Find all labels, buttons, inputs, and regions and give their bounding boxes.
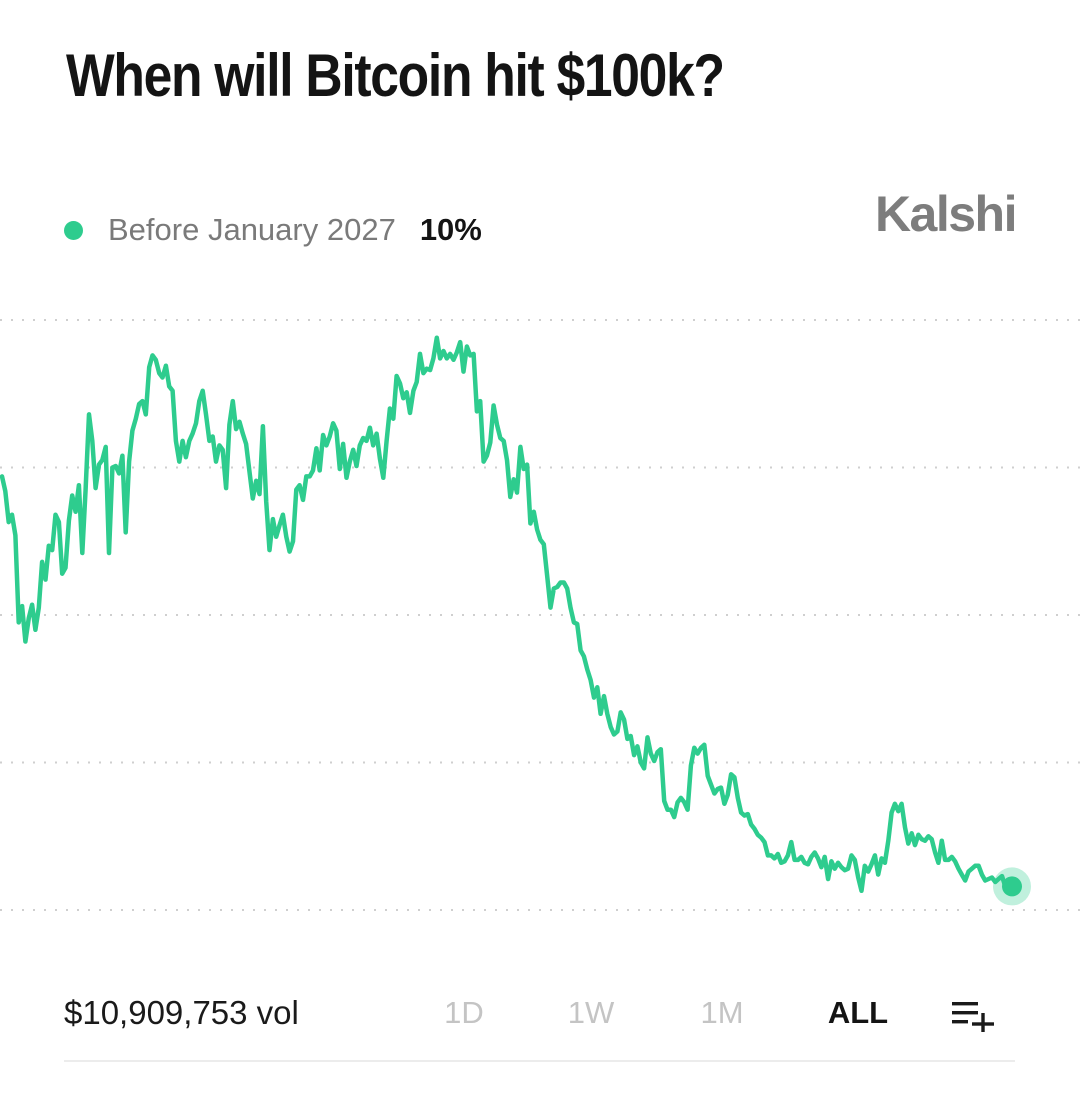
- list-add-icon[interactable]: [950, 998, 998, 1032]
- footer-divider: [64, 1060, 1015, 1062]
- range-1d-button[interactable]: 1D: [444, 995, 484, 1030]
- series-line: [0, 335, 1015, 894]
- range-1m-button[interactable]: 1M: [700, 995, 744, 1030]
- chart-footer: $10,909,753 vol 1D 1W 1M ALL: [0, 986, 1080, 1040]
- brand-logo: Kalshi: [874, 186, 1018, 242]
- legend-dot: [64, 220, 83, 240]
- range-all-button[interactable]: ALL: [827, 995, 889, 1030]
- chart-series: [0, 335, 1031, 906]
- chart-legend: Before January 2027 10%: [64, 208, 482, 252]
- price-chart[interactable]: [0, 0, 1080, 960]
- volume-label: $10,909,753 vol: [64, 994, 299, 1031]
- legend-value: 10%: [419, 212, 482, 247]
- chart-grid: [0, 319, 1080, 911]
- legend-label: Before January 2027: [108, 212, 396, 247]
- page-title: When will Bitcoin hit $100k?: [66, 42, 725, 109]
- end-marker-point[interactable]: [1002, 876, 1022, 897]
- range-1w-button[interactable]: 1W: [567, 995, 615, 1030]
